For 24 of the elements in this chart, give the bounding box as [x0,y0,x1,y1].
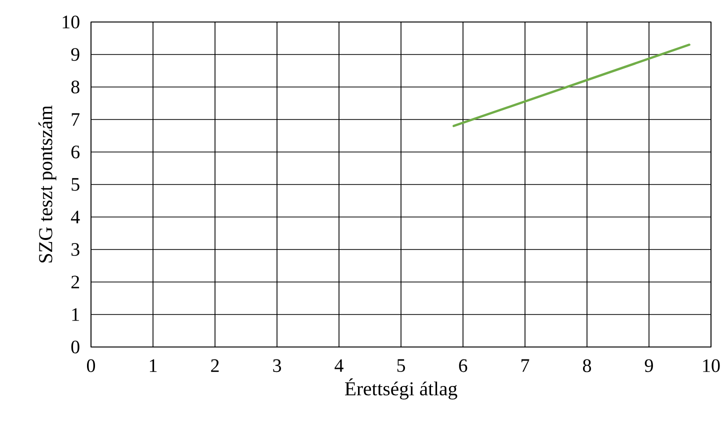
x-tick-label: 3 [273,359,282,372]
x-tick-label: 5 [397,359,406,372]
y-axis-title: SZG teszt pontszám [38,106,56,262]
x-tick-label: 0 [86,359,96,372]
x-tick-label: 9 [644,359,653,372]
y-tick-label: 3 [72,243,80,256]
y-tick-label: 4 [70,210,80,224]
x-tick-label: 8 [582,359,592,372]
x-tick-label: 7 [522,359,530,372]
y-tick-label: 6 [71,146,80,158]
x-axis-title: Érettségi átlag [345,378,458,400]
y-tick-label: 1 [72,308,79,321]
x-tick-label: 2 [211,359,219,372]
x-tick-label: 10 [703,359,720,372]
x-tick-label: 1 [150,359,157,372]
y-tick-label: 7 [72,113,80,126]
x-tick-label: 6 [459,359,468,372]
y-tick-label: 8 [71,80,80,94]
y-tick-label: 2 [71,276,80,288]
y-tick-label: 9 [71,48,80,61]
y-tick-label: 10 [62,16,80,28]
y-tick-label: 5 [72,178,80,191]
x-tick-label: 4 [334,359,344,372]
y-tick-label: 0 [71,340,80,354]
